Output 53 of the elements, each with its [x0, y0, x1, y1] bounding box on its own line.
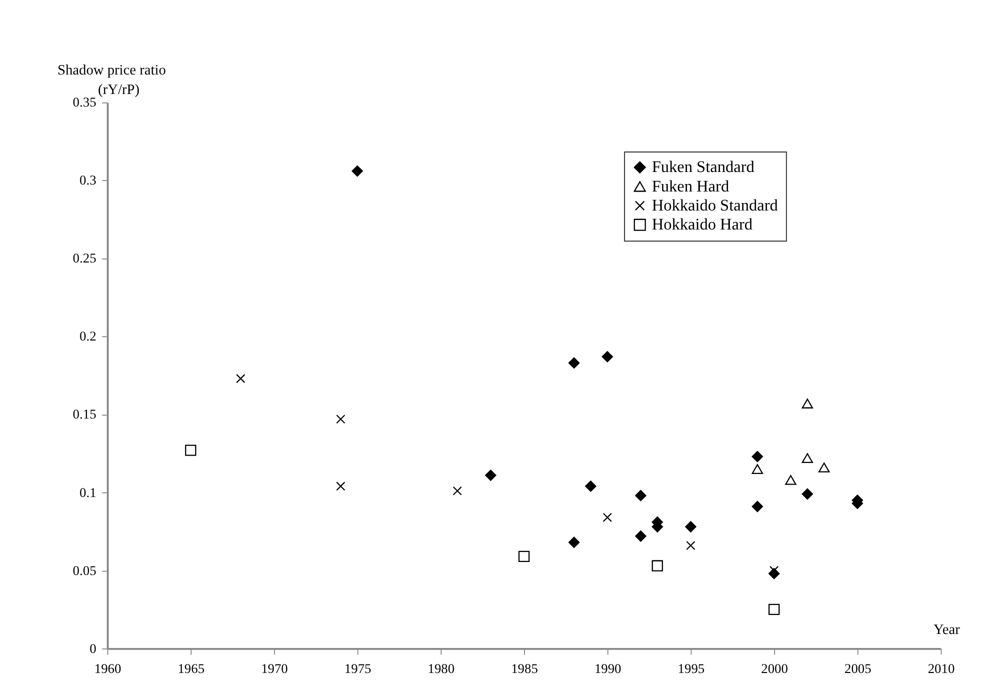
point — [485, 470, 496, 481]
x-tick-label: 1995 — [678, 660, 705, 676]
y-tick-label: 0.15 — [72, 406, 97, 422]
y-tick-label: 0.35 — [72, 94, 97, 110]
x-tick-label: 1975 — [344, 660, 372, 676]
y-tick-label: 0.2 — [80, 328, 96, 344]
y-tick-label: 0.05 — [72, 562, 97, 578]
point — [752, 464, 763, 474]
point — [236, 374, 246, 384]
text: (rY/rP) — [98, 82, 140, 98]
y-tick-label: 0.1 — [80, 484, 96, 500]
point — [352, 165, 363, 177]
point — [568, 536, 580, 548]
point — [635, 530, 646, 542]
point — [585, 480, 596, 492]
x-axis-title: Year — [933, 622, 960, 638]
point — [602, 351, 613, 362]
point — [785, 475, 796, 485]
point — [336, 482, 346, 491]
point — [518, 550, 530, 562]
text: Shadow price ratio — [57, 62, 166, 79]
point — [768, 604, 780, 616]
legend-label: Fuken Hard — [652, 176, 730, 196]
x-tick-label: 2000 — [761, 660, 788, 676]
x-tick-label: 1985 — [511, 660, 538, 676]
point — [452, 486, 462, 496]
point — [568, 357, 580, 369]
point — [686, 540, 696, 550]
x-tick-label: 1980 — [428, 660, 455, 676]
legend-label: Hokkaido Hard — [652, 214, 753, 234]
point — [336, 414, 346, 424]
point — [752, 450, 763, 462]
point — [802, 488, 814, 500]
point — [685, 521, 696, 532]
x-tick-label: 2005 — [844, 660, 872, 676]
point — [818, 462, 830, 472]
y-tick-label: 0.25 — [72, 250, 97, 266]
x-tick-label: 1970 — [261, 660, 288, 676]
point — [802, 398, 814, 408]
x-tick-label: 1960 — [94, 660, 122, 676]
legend-label: Hokkaido Standard — [652, 195, 778, 214]
point — [652, 560, 663, 572]
legend-label: Fuken Standard — [652, 157, 754, 176]
x-tick-label: 1965 — [178, 660, 205, 676]
point — [752, 500, 763, 512]
x-tick-label: 1990 — [594, 660, 622, 676]
y-tick-label: 0.3 — [80, 172, 97, 188]
point — [802, 453, 814, 464]
point — [185, 444, 196, 456]
x-tick-label: 2010 — [928, 660, 955, 676]
point — [602, 512, 612, 522]
point — [635, 490, 646, 502]
y-tick-label: 0 — [90, 640, 97, 656]
